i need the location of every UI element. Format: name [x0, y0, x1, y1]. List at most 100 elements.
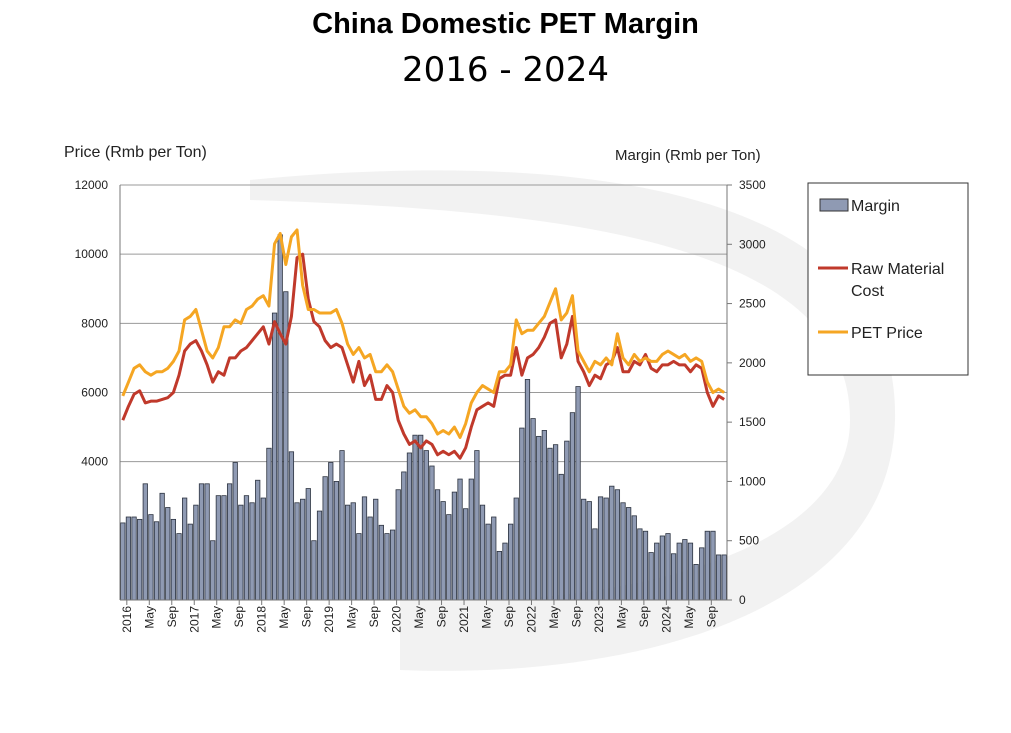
legend-margin-swatch	[819, 198, 849, 212]
x-tick-label: 2024	[659, 606, 673, 633]
right-tick-label: 500	[739, 534, 759, 548]
margin-bar	[193, 504, 199, 601]
right-tick-label: 1000	[739, 474, 766, 488]
margin-bar	[350, 502, 356, 601]
x-tick-label: Sep	[367, 606, 381, 628]
grid-lines	[120, 184, 727, 463]
margin-bar	[423, 450, 429, 601]
margin-bar	[322, 476, 328, 601]
margin-bar	[474, 450, 480, 601]
left-tick-label: 8000	[81, 316, 108, 330]
x-tick-label: 2016	[120, 606, 134, 633]
margin-bar	[687, 542, 694, 601]
margin-bar	[665, 533, 671, 601]
right-tick-label: 2000	[739, 356, 766, 370]
margin-bar	[412, 434, 418, 601]
x-tick-label: May	[614, 606, 628, 629]
margin-bar	[395, 489, 401, 601]
margin-bar	[153, 521, 160, 601]
margin-bar	[356, 533, 362, 601]
axes	[119, 185, 728, 601]
legend-margin-label: Margin	[851, 198, 900, 215]
x-tick-label: 2021	[457, 606, 471, 633]
margin-bar	[721, 554, 727, 601]
margin-bar	[125, 516, 132, 601]
margin-bar	[243, 495, 250, 601]
margin-bar	[508, 523, 514, 601]
margin-bar	[569, 412, 576, 601]
x-tick-label: Sep	[637, 606, 651, 628]
margin-bar	[620, 502, 626, 601]
margin-bar	[137, 518, 143, 601]
margin-bar	[389, 529, 396, 601]
margin-bar	[654, 542, 660, 601]
margin-bar	[142, 483, 148, 601]
right-tick-label: 0	[739, 593, 746, 607]
x-tick-label: 2020	[390, 606, 404, 633]
margin-bar	[418, 434, 424, 601]
left-axis-ticks: 4000 6000 8000 10000 12000	[75, 178, 109, 469]
left-tick-label: 4000	[81, 455, 108, 469]
margin-bar	[221, 495, 227, 601]
margin-bar	[440, 501, 446, 601]
legend: Margin Raw Material Cost PET Price	[807, 182, 969, 376]
margin-bar	[361, 496, 368, 601]
margin-bar	[232, 462, 238, 601]
right-axis-ticks: 0 500 1000 1500 2000 2500 3000 3500	[727, 178, 766, 607]
x-tick-label: May	[547, 606, 561, 629]
margin-bar	[148, 514, 154, 601]
margin-bar	[339, 450, 345, 601]
margin-bar	[642, 530, 649, 601]
margin-bar	[165, 507, 171, 601]
margin-bar	[316, 510, 323, 601]
margin-bar	[581, 498, 587, 601]
margin-bar	[294, 502, 300, 601]
margin-bar	[204, 483, 210, 601]
margin-bar	[328, 462, 334, 601]
chart-subtitle: 2016 - 2024	[402, 50, 609, 90]
legend-box	[807, 182, 969, 376]
margin-bar	[373, 498, 379, 601]
margin-bar	[210, 540, 216, 601]
margin-bar	[300, 498, 306, 601]
margin-bar	[288, 451, 295, 601]
margin-bar	[131, 516, 137, 601]
margin-bar	[603, 497, 609, 601]
margin-bar	[260, 497, 266, 601]
margin-bar	[305, 488, 311, 601]
margin-bar	[575, 386, 581, 601]
margin-bar	[558, 473, 564, 601]
margin-bar	[496, 550, 502, 601]
margin-bar	[670, 553, 677, 601]
margin-bar	[626, 507, 632, 601]
margin-bar	[659, 535, 665, 601]
margin-bar	[609, 485, 615, 601]
margin-bar	[699, 547, 705, 601]
margin-bar	[198, 483, 205, 601]
margin-bar	[451, 491, 458, 601]
x-tick-label: Sep	[435, 606, 449, 628]
margin-bar	[468, 478, 474, 601]
margin-bar	[238, 504, 244, 601]
raw-material-cost-line	[121, 252, 725, 460]
left-tick-label: 6000	[81, 386, 108, 400]
x-tick-label: Sep	[232, 606, 246, 628]
legend-raw-material-label: Raw Material Cost	[851, 261, 949, 300]
left-tick-label: 12000	[75, 178, 109, 192]
right-tick-label: 3000	[739, 237, 766, 251]
margin-bar	[120, 522, 126, 601]
margin-bar	[333, 481, 339, 601]
margin-bar	[401, 471, 407, 601]
pet-price-line	[121, 228, 725, 439]
margin-bar	[631, 515, 637, 601]
margin-bar	[710, 530, 716, 601]
x-tick-label: May	[480, 606, 494, 629]
margin-bar	[597, 496, 604, 601]
x-tick-label: 2023	[592, 606, 606, 633]
margin-bar	[541, 430, 547, 601]
margin-bar	[457, 478, 463, 601]
margin-bar	[519, 427, 525, 601]
margin-bar	[446, 514, 452, 601]
margin-bar	[215, 495, 221, 601]
